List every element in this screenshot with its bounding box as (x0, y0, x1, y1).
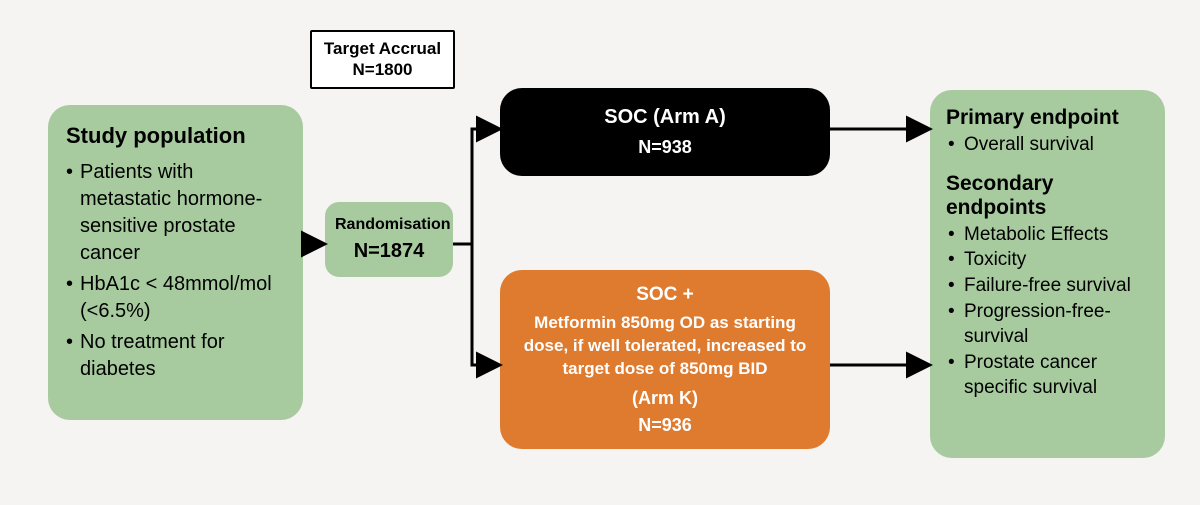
arm-k-box: SOC + Metformin 850mg OD as starting dos… (500, 270, 830, 449)
secondary-endpoint-item: Metabolic Effects (946, 222, 1151, 248)
population-item: Patients with metastatic hormone-sensiti… (66, 159, 287, 267)
study-population-box: Study population Patients with metastati… (48, 105, 303, 420)
study-population-title: Study population (66, 123, 287, 149)
secondary-endpoints-list: Metabolic Effects Toxicity Failure-free … (946, 222, 1151, 401)
arrow-rand-to-arm-a (453, 129, 497, 244)
secondary-endpoint-item: Progression-free-survival (946, 299, 1151, 350)
arm-k-description: Metformin 850mg OD as starting dose, if … (516, 312, 814, 381)
arm-k-label: (Arm K) (516, 386, 814, 410)
arrow-rand-to-arm-k (453, 244, 497, 365)
target-accrual-label: Target Accrual (322, 38, 443, 59)
secondary-endpoints-title: Secondary endpoints (946, 172, 1151, 220)
randomisation-n: N=1874 (335, 240, 443, 263)
secondary-endpoint-item: Toxicity (946, 247, 1151, 273)
primary-endpoint-list: Overall survival (946, 132, 1151, 158)
target-accrual-n: N=1800 (322, 59, 443, 80)
arm-a-box: SOC (Arm A) N=938 (500, 88, 830, 176)
arm-a-n: N=938 (510, 137, 820, 158)
study-population-list: Patients with metastatic hormone-sensiti… (66, 159, 287, 383)
population-item: No treatment for diabetes (66, 329, 287, 383)
target-accrual-box: Target Accrual N=1800 (310, 30, 455, 89)
secondary-endpoint-item: Prostate cancer specific survival (946, 350, 1151, 401)
primary-endpoint-item: Overall survival (946, 132, 1151, 158)
arm-k-soc-plus: SOC + (516, 282, 814, 308)
arm-k-n: N=936 (516, 413, 814, 437)
randomisation-box: Randomisation N=1874 (325, 202, 453, 277)
randomisation-label: Randomisation (335, 216, 443, 234)
secondary-endpoint-item: Failure-free survival (946, 273, 1151, 299)
arm-a-title: SOC (Arm A) (510, 106, 820, 129)
primary-endpoint-title: Primary endpoint (946, 106, 1151, 130)
endpoints-box: Primary endpoint Overall survival Second… (930, 90, 1165, 458)
population-item: HbA1c < 48mmol/mol (<6.5%) (66, 271, 287, 325)
